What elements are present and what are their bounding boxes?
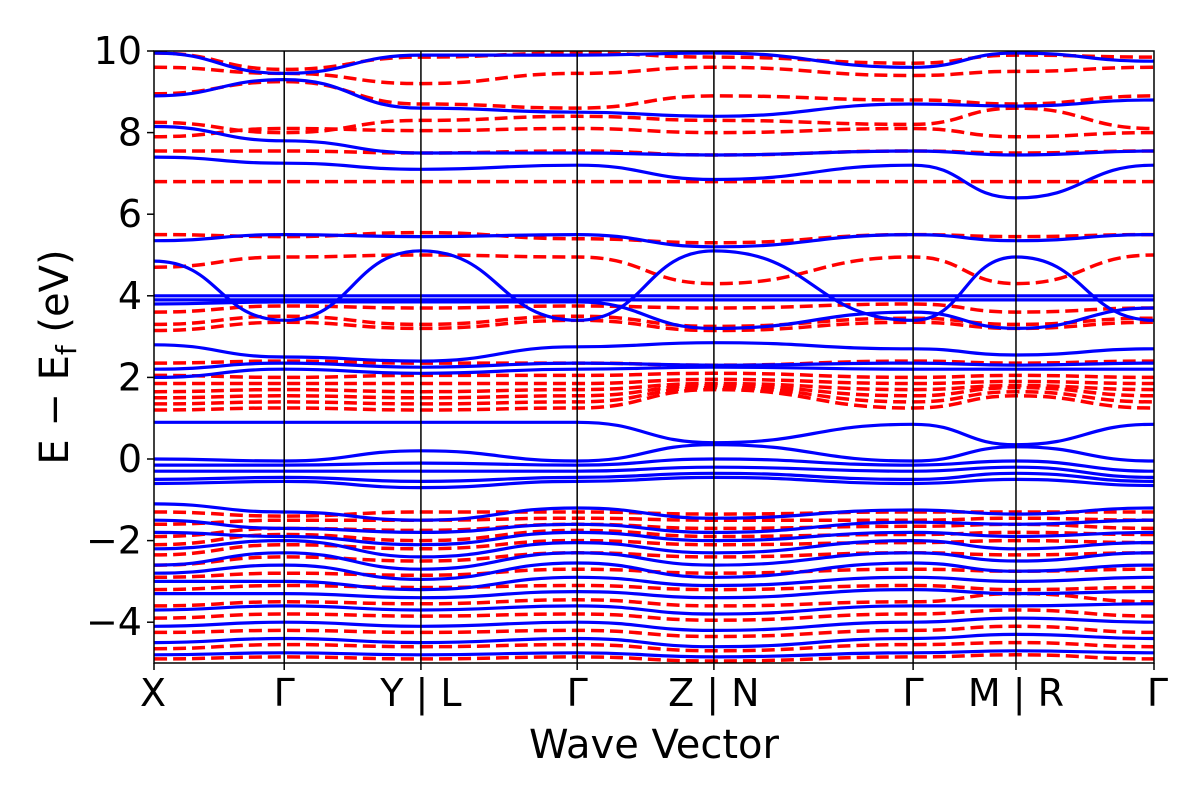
solid-band-42 <box>154 361 1154 371</box>
y-axis-label-main: E − E <box>32 355 78 465</box>
x-tick-label-0: X <box>140 671 166 715</box>
dashed-band-17 <box>154 385 1154 406</box>
solid-band-51 <box>154 518 1154 535</box>
solid-band-59 <box>154 616 1154 633</box>
dashed-band-22 <box>154 528 1154 547</box>
x-axis: X Γ Y | L Γ Z | N Γ M | R Γ <box>140 663 1168 716</box>
dashed-band-4 <box>154 79 1154 110</box>
dashed-band-16 <box>154 383 1154 400</box>
kpath-separators <box>283 51 1017 663</box>
solid-band-55 <box>154 561 1154 582</box>
solid-band-33 <box>154 124 1154 157</box>
y-axis-label-unit: (eV) <box>32 249 78 345</box>
y-tick-label-6: 8 <box>118 111 142 155</box>
solid-band-54 <box>154 551 1154 571</box>
solid-band-60 <box>154 632 1154 649</box>
solid-band-32 <box>154 155 1154 200</box>
y-axis: −4 −2 0 2 4 6 8 10 <box>86 29 154 644</box>
dashed-band-24 <box>154 551 1154 567</box>
y-tick-label-1: −2 <box>86 519 142 563</box>
solid-band-35 <box>154 51 1154 76</box>
dashed-band-23 <box>154 538 1154 557</box>
band-lines <box>154 51 1154 663</box>
y-axis-label: E − Ef (eV) <box>32 249 83 464</box>
solid-band-43 <box>154 365 1154 379</box>
x-tick-label-1: Γ <box>274 671 295 715</box>
dashed-band-31 <box>154 653 1154 663</box>
y-tick-label-2: 0 <box>118 437 142 481</box>
dashed-band-15 <box>154 381 1154 394</box>
x-axis-label: Wave Vector <box>529 722 780 768</box>
solid-band-49 <box>154 475 1154 490</box>
x-tick-label-4: Z | N <box>668 671 759 716</box>
solid-band-47 <box>154 465 1154 479</box>
solid-band-61 <box>154 649 1154 659</box>
dashed-band-26 <box>154 583 1154 592</box>
dashed-band-5 <box>154 65 1154 86</box>
dashed-band-13 <box>154 371 1154 380</box>
dashed-band-14 <box>154 377 1154 386</box>
dashed-band-10 <box>154 318 1154 333</box>
dashed-band-28 <box>154 608 1154 622</box>
dashed-band-3 <box>154 106 1154 135</box>
solid-band-52 <box>154 530 1154 547</box>
dashed-band-11 <box>154 302 1154 314</box>
y-tick-label-4: 4 <box>118 274 142 318</box>
dashed-band-9 <box>154 314 1154 329</box>
solid-band-56 <box>154 575 1154 592</box>
dashed-band-27 <box>154 591 1154 608</box>
solid-band-34 <box>154 77 1154 118</box>
solid-band-37 <box>154 249 1154 322</box>
solid-band-40 <box>154 300 1154 331</box>
y-axis-label-subscript: f <box>50 344 83 355</box>
dashed-band-8 <box>154 253 1154 286</box>
solid-band-46 <box>154 457 1154 473</box>
dashed-band-2 <box>154 126 1154 139</box>
solid-band-44 <box>154 420 1154 447</box>
y-tick-label-3: 2 <box>118 355 142 399</box>
y-tick-label-0: −4 <box>86 600 142 644</box>
x-tick-label-2: Y | L <box>379 671 461 716</box>
solid-band-57 <box>154 587 1154 600</box>
dashed-band-30 <box>154 640 1154 653</box>
solid-band-58 <box>154 602 1154 616</box>
x-tick-label-3: Γ <box>567 671 588 715</box>
solid-band-41 <box>154 341 1154 363</box>
x-tick-label-5: Γ <box>903 671 924 715</box>
x-tick-label-7: Γ <box>1147 671 1168 715</box>
y-tick-label-5: 6 <box>118 192 142 236</box>
dashed-band-6 <box>154 51 1154 72</box>
solid-band-36 <box>154 232 1154 249</box>
y-tick-label-7: 10 <box>94 29 142 73</box>
dashed-band-29 <box>154 624 1154 639</box>
dashed-band-20 <box>154 516 1154 527</box>
dashed-band-18 <box>154 387 1154 412</box>
solid-band-45 <box>154 443 1154 463</box>
x-tick-label-6: M | R <box>968 671 1064 716</box>
solid-band-48 <box>154 471 1154 484</box>
solid-band-50 <box>154 502 1154 522</box>
solid-band-53 <box>154 538 1154 559</box>
plot-frame <box>153 50 1155 664</box>
